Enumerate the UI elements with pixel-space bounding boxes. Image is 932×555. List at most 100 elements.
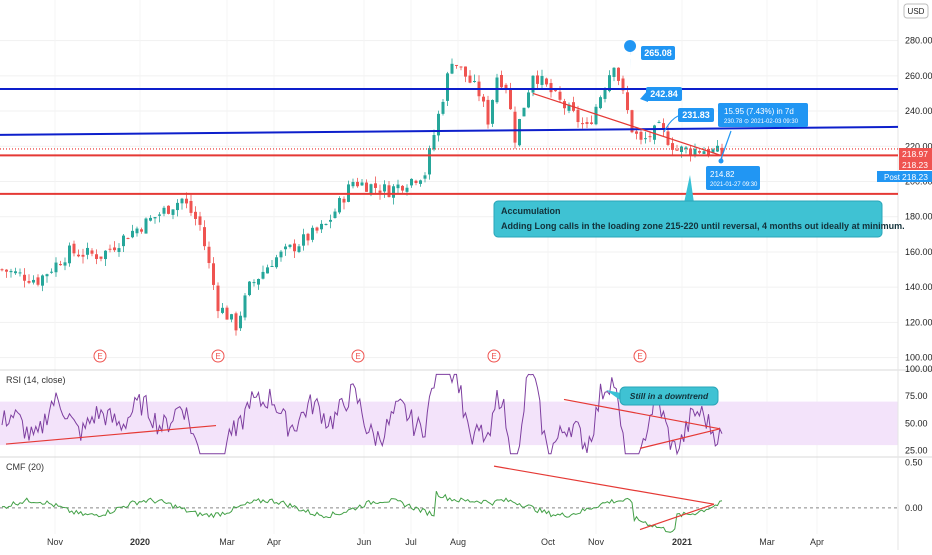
wedge-line [532, 92, 722, 157]
candle-body [63, 262, 67, 266]
anchor-note[interactable]: 214.82 2021-01-27 09:30 [706, 166, 760, 190]
candle-body [450, 63, 454, 74]
candle-body [104, 250, 107, 260]
candle-body [5, 269, 8, 272]
earnings-marker-label: E [355, 352, 360, 361]
rsi-line [1, 373, 723, 456]
candle-body [23, 274, 26, 281]
candle-body [194, 211, 197, 219]
earnings-marker [211, 349, 225, 363]
candle-body [32, 279, 35, 283]
candle-body [369, 184, 373, 194]
candle-body [144, 218, 148, 234]
candle-body [266, 267, 269, 274]
x-axis: Nov 2020 Mar Apr Jun Jul Aug Oct Nov 2021 Mar Apr [47, 537, 824, 547]
candle-body [630, 110, 634, 133]
candle-body [270, 266, 274, 268]
candles [0, 58, 724, 336]
price-label-242-text: 242.84 [650, 89, 678, 99]
price-tick: 260.00 [905, 71, 932, 81]
rsi-trend-line [639, 428, 721, 449]
candle-body [248, 281, 251, 296]
candle-body [459, 66, 463, 68]
candle-body [590, 122, 593, 124]
candle-body [657, 121, 661, 123]
candle-body [531, 75, 535, 93]
candle-body [140, 229, 143, 232]
candle-body [279, 251, 283, 258]
candle-body [437, 113, 440, 136]
earnings-marker-label: E [491, 352, 496, 361]
rsi-downtrend-callout[interactable]: Still in a downtrend [606, 386, 719, 406]
rsi-tick: 75.00 [905, 391, 928, 401]
candle-body [212, 263, 215, 285]
callout-body: Adding Long calls in the loading zone 21… [501, 221, 905, 231]
candle-body [320, 223, 323, 230]
candle-body [518, 119, 521, 146]
candle-body [135, 228, 139, 234]
cmf-trend-line [639, 503, 715, 531]
candle-body [360, 182, 364, 186]
candle-body [257, 278, 260, 285]
last-price-text: 218.97 [902, 149, 928, 159]
currency-badge[interactable] [903, 3, 929, 19]
candle-body [36, 277, 40, 285]
candle-body [414, 180, 418, 183]
earnings-marker [487, 349, 501, 363]
candle-body [491, 100, 494, 124]
candle-body [54, 262, 58, 273]
rsi-legend[interactable]: RSI (14, close) [6, 375, 66, 385]
candle-body [342, 198, 346, 203]
candle-body [482, 96, 485, 102]
accumulation-callout[interactable]: Accumulation Adding Long calls in the lo… [493, 175, 905, 238]
price-label-231[interactable]: 231.83 [663, 108, 714, 133]
candle-body [176, 202, 179, 211]
candle-body [95, 254, 98, 259]
candle-body [441, 101, 445, 114]
projection-label[interactable]: 15.95 (7.43%) in 7d 230.78 ⊙ 2021-02-03 … [718, 103, 808, 127]
candle-body [563, 101, 566, 109]
candle-body [167, 205, 170, 214]
candle-body [500, 74, 503, 88]
x-tick: Mar [759, 537, 775, 547]
candle-body [446, 73, 449, 101]
price-label-265[interactable]: 265.08 [624, 40, 675, 70]
earnings-marker-label: E [97, 352, 102, 361]
candle-body [99, 256, 103, 259]
candle-body [549, 83, 553, 93]
candle-body [50, 271, 53, 273]
candle-body [108, 248, 112, 250]
candle-body [693, 149, 697, 156]
candle-body [0, 269, 4, 271]
candle-body [306, 233, 310, 241]
candle-body [522, 107, 526, 117]
candle-body [684, 147, 688, 150]
cmf-legend[interactable]: CMF (20) [6, 462, 44, 472]
candle-body [293, 243, 296, 252]
x-tick: Jun [357, 537, 372, 547]
candle-body [594, 106, 598, 125]
candle-body [545, 78, 548, 85]
candle-body [585, 122, 589, 124]
candle-body [72, 243, 76, 254]
candle-body [527, 92, 530, 108]
candle-body [158, 214, 161, 216]
last-price-badge [899, 148, 932, 159]
candle-body [513, 111, 517, 143]
candle-body [297, 246, 301, 253]
candle-body [162, 207, 166, 214]
price-label-242[interactable]: 242.84 [640, 87, 682, 102]
candle-body [365, 182, 368, 192]
price-tick: 120.00 [905, 317, 932, 327]
x-tick: 2021 [672, 537, 692, 547]
candle-body [90, 250, 94, 254]
candle-body [387, 185, 391, 198]
price-levels [0, 88, 899, 195]
candle-body [185, 198, 188, 204]
candle-body [81, 254, 85, 257]
price-tick: 220.00 [905, 141, 932, 151]
candle-body [540, 75, 544, 85]
candle-body [711, 149, 715, 153]
candle-body [351, 182, 355, 187]
candle-body [261, 271, 265, 279]
